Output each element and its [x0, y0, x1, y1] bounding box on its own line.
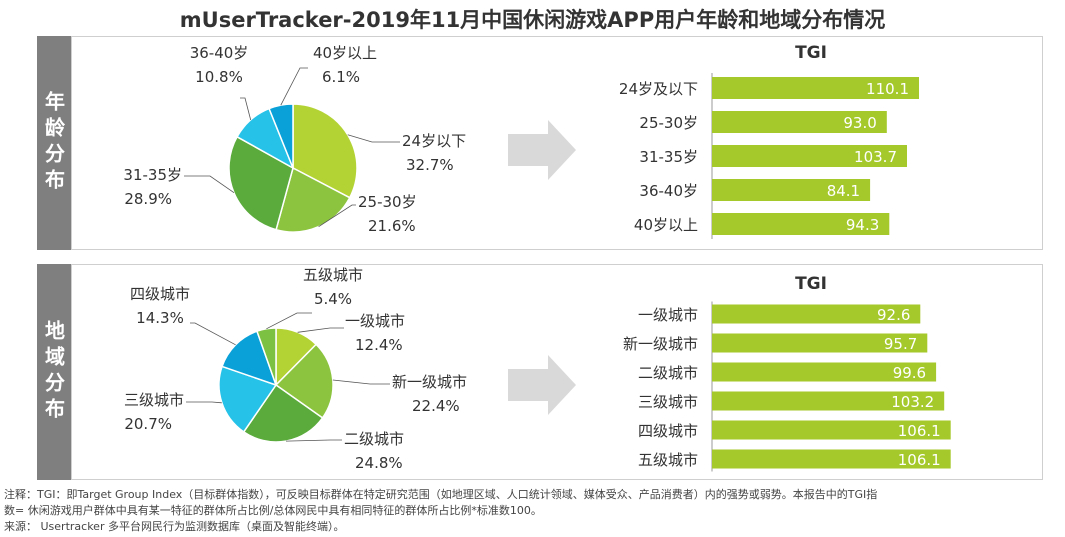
age-pie-slice-label: 40岁以上	[313, 44, 377, 62]
region-tgi-value-label: 106.1	[898, 451, 941, 469]
age-tgi-category-label: 40岁以上	[634, 216, 698, 234]
region-tgi-bar	[712, 362, 937, 382]
region-tgi-category-label: 五级城市	[638, 451, 698, 469]
region-pie-slice-label: 四级城市	[130, 285, 190, 303]
age-pie-slice-value: 28.9%	[124, 190, 172, 208]
age-tgi-title: TGI	[795, 43, 827, 63]
age-tgi-bar	[712, 111, 887, 133]
source-note: 来源： Usertracker 多平台网民行为监测数据库（桌面及智能终端）。	[4, 520, 345, 533]
region-tgi-bar	[712, 420, 951, 440]
age-pie-slice-value: 21.6%	[368, 217, 416, 235]
region-pie-slice-value: 22.4%	[412, 397, 460, 415]
region-tgi-category-label: 新一级城市	[623, 335, 698, 353]
age-pie-slice-value: 6.1%	[322, 68, 360, 86]
age-pie-slice-label: 24岁以下	[402, 132, 466, 150]
region-pie-slice-value: 20.7%	[124, 415, 172, 433]
region-tgi-bar	[712, 391, 945, 411]
region-pie-slice-label: 一级城市	[345, 312, 405, 330]
region-tgi-category-label: 一级城市	[638, 306, 698, 324]
page-title: mUserTracker-2019年11月中国休闲游戏APP用户年龄和地域分布情…	[179, 8, 886, 32]
region-pie-slice	[242, 383, 324, 443]
age-pie-slice	[228, 135, 294, 231]
age-tgi-value-label: 93.0	[843, 114, 876, 132]
age-pie-slice-label: 25-30岁	[358, 193, 417, 211]
region-pie-slice	[218, 365, 278, 433]
age-pie-slice-value: 10.8%	[195, 68, 243, 86]
region-pie-leader-line	[186, 401, 222, 404]
region-pie-slice-value: 14.3%	[136, 309, 184, 327]
age-side-label: 年龄分布	[41, 91, 66, 195]
age-tgi-value-label: 110.1	[866, 80, 909, 98]
age-tgi-bar	[712, 145, 907, 167]
age-tgi-category-label: 25-30岁	[639, 114, 698, 132]
region-arrow-icon	[508, 355, 576, 415]
age-tgi-category-label: 36-40岁	[639, 182, 698, 200]
age-tgi-value-label: 103.7	[854, 148, 897, 166]
region-pie-leader-line	[266, 312, 312, 330]
region-pie-slice	[274, 343, 334, 419]
region-pie-slice-label: 二级城市	[344, 430, 404, 448]
age-pie-leader-line	[347, 134, 400, 143]
region-tgi-bar	[712, 333, 928, 353]
region-tgi-category-label: 三级城市	[638, 393, 698, 411]
age-tgi-value-label: 84.1	[827, 182, 860, 200]
region-tgi-value-label: 99.6	[893, 364, 926, 382]
region-pie-slice-label: 五级城市	[303, 266, 363, 284]
age-tgi-bar	[712, 77, 919, 99]
region-pie-slice	[221, 330, 278, 387]
region-pie-leader-line	[190, 322, 236, 346]
age-pie-leader-line	[280, 67, 308, 106]
region-tgi-value-label: 106.1	[898, 422, 941, 440]
region-pie-leader-line	[332, 379, 390, 385]
region-tgi-bar	[712, 304, 921, 324]
age-pie-slice	[275, 166, 351, 233]
age-arrow-icon	[508, 120, 576, 180]
region-pie-leader-line	[297, 327, 344, 333]
age-tgi-bar	[712, 179, 871, 201]
age-tgi-category-label: 31-35岁	[639, 148, 698, 166]
footnote-line-2: 数= 休闲游戏用户群体中具有某一特征的群体所占比例/总体网民中具有相同特征的群体…	[4, 504, 542, 517]
region-tgi-title: TGI	[795, 274, 827, 294]
region-side-tab: 地域分布	[37, 264, 71, 480]
region-tgi-bar	[712, 449, 951, 469]
region-tgi-category-label: 四级城市	[638, 422, 698, 440]
region-tgi-value-label: 95.7	[884, 335, 917, 353]
age-pie-slice-label: 36-40岁	[190, 44, 249, 62]
region-pie-slice-value: 5.4%	[314, 290, 352, 308]
age-tgi-value-label: 94.3	[846, 216, 879, 234]
age-pie-slice-value: 32.7%	[406, 156, 454, 174]
age-pie-leader-line	[240, 97, 252, 121]
age-pie-leader-line	[184, 175, 235, 194]
region-pie-slice-label: 新一级城市	[392, 373, 467, 391]
age-tgi-bar	[712, 213, 890, 235]
region-pie-slice-label: 三级城市	[124, 391, 184, 409]
region-pie-leader-line	[285, 439, 342, 442]
age-pie-slice-label: 31-35岁	[123, 166, 182, 184]
region-pie-slice	[256, 327, 277, 386]
region-tgi-category-label: 二级城市	[638, 364, 698, 382]
age-tgi-category-label: 24岁及以下	[619, 80, 698, 98]
region-pie-slice-value: 12.4%	[355, 336, 403, 354]
region-side-label: 地域分布	[41, 320, 66, 424]
age-side-tab: 年龄分布	[37, 36, 71, 250]
region-tgi-value-label: 92.6	[877, 306, 910, 324]
region-tgi-value-label: 103.2	[891, 393, 934, 411]
age-pie-leader-line	[318, 204, 356, 228]
footnote-line-1: 注释：TGI：即Target Group Index（目标群体指数），可反映目标…	[4, 488, 878, 501]
region-pie-slice-value: 24.8%	[355, 454, 403, 472]
